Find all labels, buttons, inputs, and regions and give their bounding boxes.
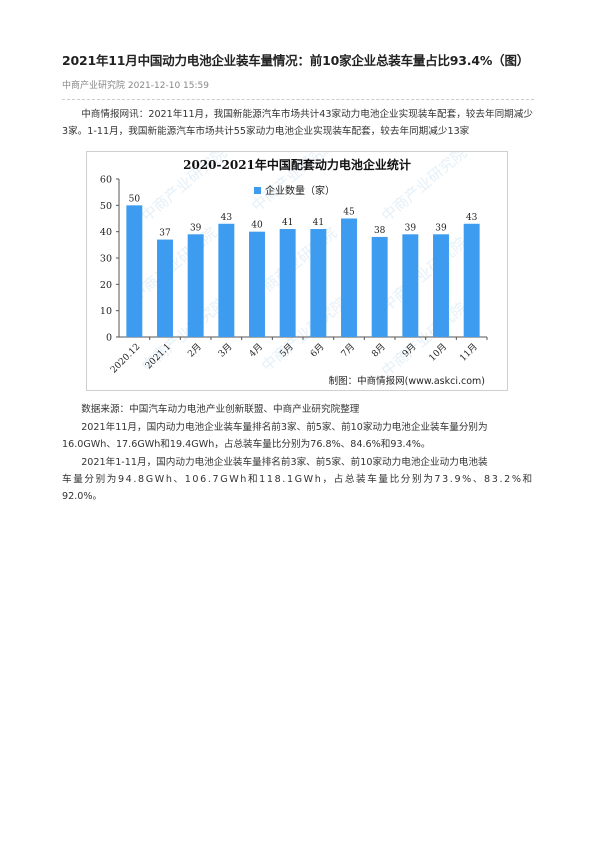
- bar: [402, 234, 419, 337]
- x-tick-label: 11月: [458, 341, 480, 363]
- bar: [463, 223, 480, 337]
- data-label: 39: [190, 223, 202, 233]
- bar: [126, 205, 143, 337]
- divider: [62, 99, 534, 100]
- y-tick-label: 50: [100, 201, 112, 212]
- data-label: 37: [159, 229, 171, 239]
- x-tick-label: 2020.12: [109, 342, 142, 375]
- bar: [433, 234, 449, 337]
- watermark-text: 中商产业研究院: [258, 294, 350, 375]
- data-label: 39: [435, 223, 447, 233]
- bar: [157, 239, 173, 337]
- bar: [371, 236, 388, 337]
- data-label: 43: [466, 213, 478, 223]
- x-tick-label: 7月: [339, 341, 357, 359]
- x-tick-label: 6月: [308, 341, 326, 359]
- y-tick-label: 30: [100, 254, 112, 265]
- data-label: 45: [343, 208, 355, 218]
- bar: [218, 223, 235, 337]
- article-meta: 中商产业研究院 2021-12-10 15:59: [62, 81, 209, 91]
- data-label: 41: [313, 218, 324, 228]
- x-tick-label: 2月: [186, 341, 204, 359]
- bar: [310, 229, 327, 337]
- intro-paragraph: 中商情报网讯：2021年11月，我国新能源汽车市场共计43家动力电池企业实现装车…: [62, 109, 533, 137]
- paragraph-jan-nov: 2021年1-11月，国内动力电池企业装车量排名前3家、前5家、前10家动力电池…: [62, 454, 534, 505]
- chart-credit: 制图：中商情报网(www.askci.com): [329, 375, 485, 387]
- bar: [249, 231, 265, 337]
- y-tick-label: 60: [100, 175, 112, 186]
- bar: [279, 229, 296, 337]
- bar: [341, 218, 357, 337]
- y-tick-label: 40: [100, 227, 112, 238]
- x-tick-label: 8月: [370, 341, 388, 359]
- y-tick-label: 0: [106, 333, 112, 344]
- data-label: 39: [405, 223, 417, 233]
- data-label: 38: [374, 226, 386, 236]
- paragraph-jan-nov-line-1: 2021年1-11月，国内动力电池企业装车量排名前3家、前5家、前10家动力电池…: [81, 457, 488, 468]
- article-title: 2021年11月中国动力电池企业装车量情况：前10家企业总装车量占比93.4%（…: [62, 53, 530, 68]
- paragraph-jan-nov-line-2: 车量分别为94.8GWh、106.7GWh和118.1GWh，占总装车量比分别为…: [62, 474, 534, 485]
- legend-swatch: [254, 187, 261, 194]
- y-tick-label: 10: [100, 306, 112, 317]
- paragraph-jan-nov-line-3: 92.0%。: [62, 491, 103, 502]
- y-tick-label: 20: [100, 280, 112, 291]
- x-tick-label: 3月: [216, 341, 234, 359]
- bar: [187, 234, 204, 337]
- data-source-note: 数据来源：中国汽车动力电池产业创新联盟、中商产业研究院整理: [81, 404, 360, 415]
- article: 2021年11月中国动力电池企业装车量情况：前10家企业总装车量占比93.4%（…: [62, 52, 534, 505]
- data-label: 43: [221, 213, 233, 223]
- chart: 中商产业研究院 中商产业研究院 中商产业研究院 中商产业研究院 中商产业研究院 中商产业研…: [86, 151, 508, 391]
- paragraph-november: 2021年11月，国内动力电池企业装车量排名前3家、前5家、前10家动力电池企业…: [62, 422, 488, 450]
- data-label: 41: [282, 218, 293, 228]
- data-label: 40: [251, 221, 263, 231]
- chart-title: 2020-2021年中国配套动力电池企业统计: [183, 157, 411, 172]
- legend-label: 企业数量（家）: [265, 184, 335, 197]
- data-label: 50: [129, 194, 141, 204]
